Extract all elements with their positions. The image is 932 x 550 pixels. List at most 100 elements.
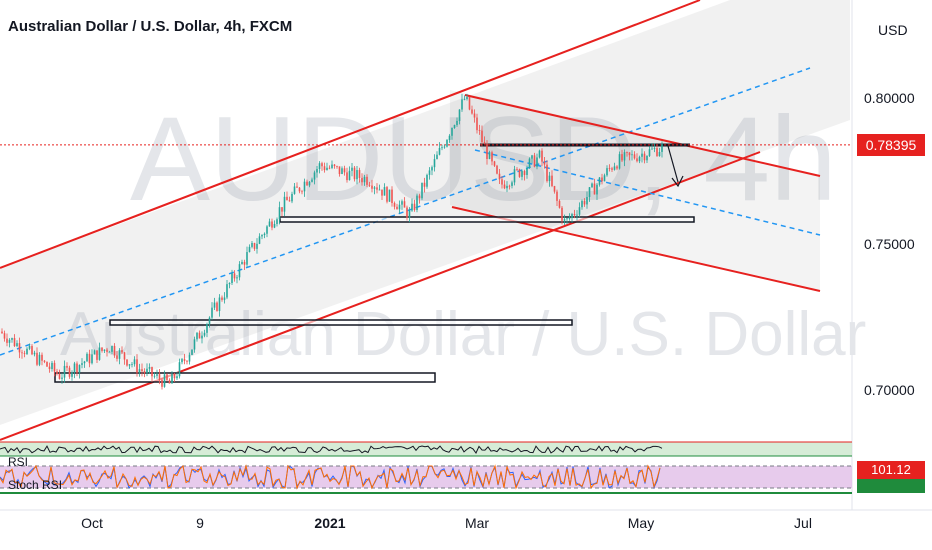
candle-body — [131, 364, 133, 366]
candle-body — [18, 343, 21, 353]
candle-body — [268, 221, 271, 227]
candle-body — [403, 201, 406, 208]
candle-body — [331, 164, 333, 168]
candle-body — [593, 183, 596, 195]
candle-body — [36, 352, 38, 365]
candle-body — [456, 120, 458, 126]
candle-body — [363, 176, 366, 183]
candle-body — [576, 214, 578, 216]
candle-body — [246, 252, 248, 265]
candle-body — [533, 155, 536, 167]
candle-body — [451, 127, 453, 136]
candle-body — [556, 191, 558, 201]
candle-body — [611, 168, 613, 170]
candle-body — [48, 366, 51, 370]
candle-body — [143, 371, 146, 373]
candle-body — [468, 97, 471, 110]
candle-body — [183, 359, 186, 361]
candle-body — [81, 363, 83, 365]
candle-body — [226, 284, 228, 298]
candle-body — [128, 364, 131, 366]
candle-body — [496, 165, 498, 174]
candle-body — [133, 359, 136, 365]
candle-body — [63, 365, 66, 378]
candle-body — [171, 374, 173, 384]
candle-body — [583, 200, 586, 205]
candle-body — [93, 350, 96, 355]
stoch-value-badge — [857, 479, 925, 493]
stoch-k-line — [0, 465, 661, 490]
candle-body — [343, 168, 346, 173]
candle-body — [638, 156, 641, 162]
candle-body — [313, 172, 316, 180]
candle-body — [321, 163, 323, 167]
candle-body — [623, 152, 626, 161]
candle-body — [223, 297, 226, 300]
candle-body — [388, 189, 391, 202]
candle-body — [436, 154, 438, 160]
candle-body — [88, 353, 91, 364]
candle-body — [323, 166, 326, 171]
candle-body — [61, 377, 63, 379]
candle-body — [301, 191, 303, 193]
candle-body — [253, 243, 256, 249]
candle-body — [601, 177, 603, 182]
candle-body — [248, 246, 251, 253]
candle-body — [111, 345, 113, 352]
candle-body — [326, 167, 328, 171]
rsi-band — [0, 442, 852, 456]
candle-body — [28, 346, 31, 349]
candle-body — [661, 144, 663, 152]
candle-body — [263, 233, 266, 236]
candle-body — [398, 204, 401, 210]
candle-body — [98, 347, 101, 360]
channel-lower-line — [0, 151, 761, 441]
channel-upper-line — [0, 0, 701, 269]
candle-body — [518, 169, 521, 177]
last-price-badge: 0.78395 — [857, 134, 925, 156]
candle-body — [476, 117, 478, 131]
candle-body — [203, 332, 206, 336]
candle-body — [163, 374, 166, 387]
candle-body — [186, 360, 188, 362]
candle-body — [33, 352, 36, 355]
candle-body — [568, 217, 571, 219]
candle-body — [466, 97, 468, 100]
candle-body — [158, 374, 161, 380]
rsi-value-badge: 101.12 — [857, 461, 925, 479]
candle-body — [136, 359, 138, 373]
candle-body — [273, 224, 276, 228]
support-zone-high — [279, 216, 695, 223]
candle-body — [166, 374, 168, 381]
candle-body — [281, 207, 283, 212]
candle-body — [126, 359, 128, 366]
rsi-label: RSI — [8, 455, 29, 469]
candle-body — [196, 332, 198, 340]
candle-body — [206, 323, 208, 333]
candle-body — [598, 177, 601, 185]
stoch-label: Stoch RSI — [8, 478, 63, 492]
candle-body — [513, 169, 516, 183]
candle-body — [218, 297, 221, 311]
candle-body — [103, 349, 106, 351]
candle-body — [96, 350, 98, 360]
candle-body — [371, 185, 373, 189]
candle-body — [488, 152, 491, 159]
candle-body — [23, 353, 26, 355]
candle-body — [406, 207, 408, 218]
candle-body — [503, 184, 506, 189]
candle-body — [116, 355, 118, 359]
candle-body — [401, 201, 403, 205]
chart-title: Australian Dollar / U.S. Dollar, 4h, FXC… — [8, 18, 293, 35]
candle-body — [198, 332, 201, 339]
candle-body — [341, 168, 343, 175]
candle-body — [636, 158, 638, 162]
candle-body — [1, 331, 3, 334]
candle-body — [628, 152, 631, 156]
candle-body — [603, 175, 606, 182]
candle-body — [8, 339, 11, 343]
candle-body — [528, 158, 531, 168]
candle-body — [656, 148, 658, 157]
